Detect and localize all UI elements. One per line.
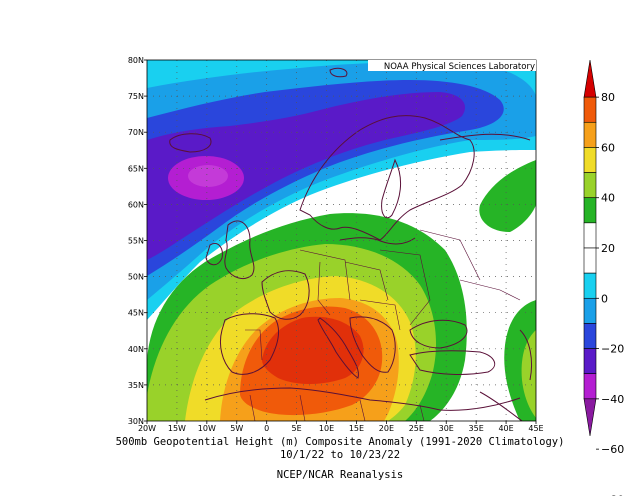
anomaly-contour-minus40 [147, 92, 466, 260]
border-6 [359, 299, 401, 331]
coastline-british-isles [224, 220, 255, 279]
coastline-caspian [519, 329, 533, 381]
coastline-scandinavia [299, 115, 475, 241]
lat-tick-label: 40N [128, 345, 144, 354]
coastline-italy [317, 317, 359, 379]
latitude-axis: 80N 75N 70N 65N 60N 55N 50N 45N 40N 35N 30N [128, 56, 147, 426]
lat-tick-label: 75N [128, 92, 144, 101]
coastline-france [261, 270, 310, 320]
border-7 [245, 329, 263, 361]
lon-tick-label: 35E [469, 424, 484, 433]
coastline-north-africa [204, 387, 521, 411]
coastline-turkey [409, 350, 496, 375]
lon-tick-label: 20W [138, 424, 156, 433]
lon-tick-label: 30E [439, 424, 454, 433]
border-10 [359, 399, 366, 421]
border-12 [249, 394, 256, 421]
colorbar-segment [583, 297, 597, 324]
lat-tick-label: 55N [128, 237, 144, 246]
lon-tick-label: 5W [230, 424, 243, 433]
colorbar-segment [583, 96, 597, 123]
colorbar-label: 80 [601, 91, 615, 104]
colorbar-label: 60 [601, 141, 615, 154]
colorbar-label: 40 [601, 192, 615, 205]
colorbar-label: 0 [601, 292, 608, 305]
anomaly-contour-plus10-east [479, 160, 536, 232]
coastline-balkans [349, 316, 396, 373]
coastlines [169, 67, 533, 421]
lon-tick-label: 10W [198, 424, 216, 433]
caption-line-1: 500mb Geopotential Height (m) Composite … [115, 436, 565, 448]
lon-tick-label: 25E [409, 424, 424, 433]
border-9 [299, 394, 306, 421]
lat-tick-label: 80N [128, 56, 144, 65]
border-1 [299, 249, 351, 301]
lon-tick-label: 15W [168, 424, 186, 433]
colorbar-segment [583, 222, 597, 249]
caption-line-3: NCEP/NCAR Reanalysis [276, 469, 404, 481]
credit-text: NOAA Physical Sciences Laboratory [384, 62, 535, 72]
anomaly-contour-plus60 [262, 316, 364, 384]
lon-tick-label: 40E [498, 424, 513, 433]
credit-box [368, 60, 536, 71]
coastline-bothnia [381, 158, 402, 219]
coastline-iberia [219, 313, 280, 375]
border-5 [419, 229, 481, 281]
colorbar-labels: 80 60 40 20 0 −20 −40 −60 −80 [601, 91, 624, 496]
colorbar-label: 20 [601, 242, 615, 255]
lon-tick-label: 10E [319, 424, 334, 433]
country-borders [245, 229, 521, 421]
coastline-arabia [479, 391, 523, 421]
anomaly-contour-minus60 [188, 165, 228, 187]
border-11 [419, 404, 425, 421]
lon-tick-label: 45E [528, 424, 543, 433]
graticule [147, 60, 536, 421]
anomaly-contour-plus20-southeast [521, 330, 536, 418]
colorbar-segment [583, 398, 597, 437]
colorbar-label: −60 [601, 443, 624, 456]
colorbar-segment [583, 323, 597, 349]
coastline-russia-north [439, 133, 531, 141]
colorbar-segment [583, 147, 597, 173]
colorbar-segment [583, 197, 597, 224]
colorbar-label: −80 [601, 493, 624, 496]
coastline-baltic [339, 237, 416, 245]
border-4 [379, 249, 431, 326]
coastline-svalbard [329, 67, 348, 78]
lon-tick-label: 15E [349, 424, 364, 433]
lat-tick-label: 65N [128, 164, 144, 173]
lat-tick-label: 60N [128, 200, 144, 209]
colorbar-segment [583, 247, 597, 274]
map-panel [147, 60, 536, 421]
coastline-black-sea [409, 319, 468, 349]
lat-tick-label: 45N [128, 309, 144, 318]
colorbar-segments [583, 59, 599, 450]
colorbar: 80 60 40 20 0 −20 −40 −60 −80 [583, 59, 624, 496]
colorbar-segment [583, 172, 597, 199]
colorbar-segment [583, 121, 597, 148]
colorbar-segment [583, 348, 597, 375]
lat-tick-label: 30N [128, 417, 144, 426]
border-8 [459, 279, 521, 301]
colorbar-label: −40 [601, 393, 624, 406]
lon-tick-label: 5E [292, 424, 302, 433]
colorbar-segment [583, 373, 597, 400]
lat-tick-label: 70N [128, 128, 144, 137]
lat-tick-label: 50N [128, 273, 144, 282]
lon-tick-label: 0 [264, 424, 269, 433]
caption-line-2: 10/1/22 to 10/23/22 [279, 449, 401, 461]
lat-tick-label: 35N [128, 381, 144, 390]
colorbar-segment [583, 272, 597, 299]
colorbar-label: −20 [601, 343, 624, 356]
coastline-iceland [169, 133, 212, 153]
coastline-ireland [205, 243, 223, 266]
colorbar-segment [583, 59, 597, 98]
longitude-axis: 20W 15W 10W 5W 0 5E 10E 15E 20E 25E 30E 35E 40E 45E [138, 421, 544, 433]
lon-tick-label: 20E [379, 424, 394, 433]
border-2 [317, 261, 331, 316]
